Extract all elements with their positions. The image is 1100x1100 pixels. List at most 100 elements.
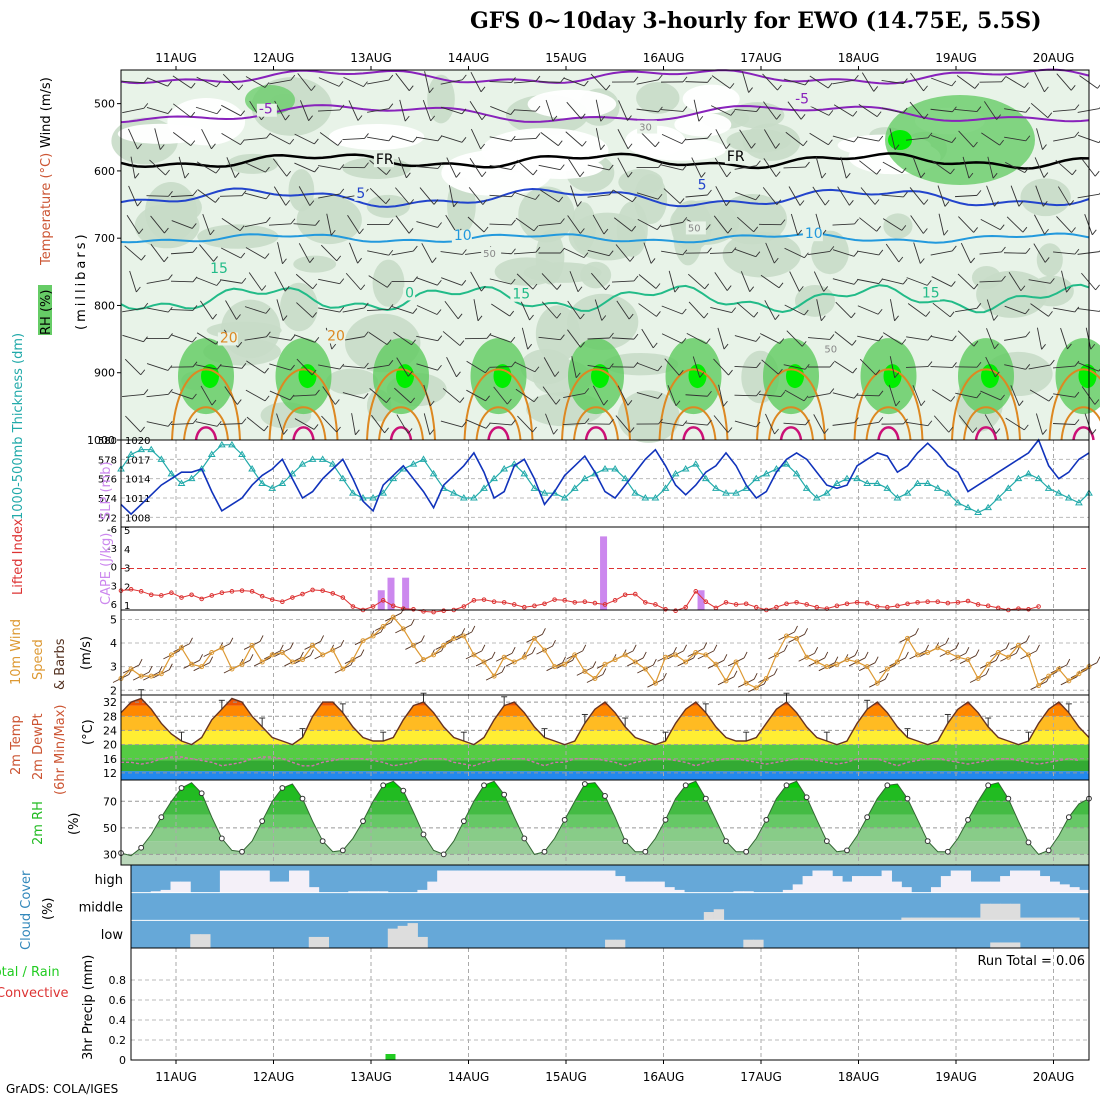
wind-barb-flag: [363, 393, 369, 399]
li-point: [955, 600, 961, 605]
cloud-bar-high: [229, 870, 241, 893]
li-point: [925, 599, 930, 605]
li-point: [632, 591, 638, 597]
wind-barb-flag: [339, 164, 345, 170]
wind-barb-flag: [533, 396, 539, 403]
wind-barb-flag: [236, 314, 241, 320]
y-tick-label: 0.2: [109, 1034, 127, 1047]
thickness-point: [792, 469, 801, 477]
wind-barb-flag: [485, 395, 490, 402]
rh2m-point: [924, 838, 931, 844]
wind-barb-flag: [289, 138, 295, 145]
thickness-point: [782, 460, 791, 467]
cloud-bar-high: [1049, 881, 1060, 893]
rh2m-point: [541, 848, 548, 855]
wind-barb-flag: [723, 343, 729, 350]
y-tick-label: 600: [94, 165, 115, 178]
wind-barb-flag: [951, 245, 957, 252]
wind-barb: [889, 356, 896, 378]
wind-barb: [912, 157, 922, 178]
wind-barb-flag: [1022, 226, 1028, 233]
wind-barb-flag: [1024, 82, 1029, 88]
wind-barb: [295, 273, 314, 290]
wind-barb: [171, 391, 193, 400]
wind-barb: [466, 389, 486, 402]
li-point: [542, 601, 547, 607]
wind-barb-flag: [699, 372, 705, 378]
wind-barb-flag: [261, 285, 267, 291]
y-tick-label-cape: 2: [124, 582, 130, 593]
wind-barb-flag: [527, 343, 533, 350]
wind-barb-flag: [1025, 247, 1031, 254]
wind-barb: [930, 250, 953, 256]
wind-barb: [423, 413, 431, 435]
y-tick-label: 3: [111, 581, 117, 592]
rh2m-point: [944, 848, 951, 855]
wind-barb-flag: [605, 84, 611, 91]
wind-barb: [906, 336, 928, 341]
wind-barb-10m-flag: [1036, 644, 1040, 652]
wind-barb-flag: [804, 363, 810, 370]
wind-barb: [154, 128, 161, 150]
cloud-bar-high: [743, 891, 754, 893]
thickness-point: [459, 494, 468, 501]
wind-barb: [542, 386, 557, 405]
wind-point: [582, 668, 588, 674]
wind-point: [259, 659, 265, 665]
wind-barb-flag: [216, 81, 221, 88]
wind-barb-10m-flag: [1005, 642, 1010, 649]
wind-barb-flag: [726, 285, 732, 291]
wind-barb-flag: [213, 256, 218, 262]
wind-barb: [661, 333, 683, 344]
isotherm-25: [292, 426, 315, 441]
thickness-point: [278, 479, 287, 486]
wind-barb-flag: [388, 74, 394, 81]
wind-barb: [930, 335, 953, 342]
wind-barb: [538, 336, 561, 341]
wind-barb: [930, 135, 953, 143]
wind-barb-flag: [339, 278, 345, 284]
wind-barb-flag: [311, 369, 317, 376]
rh-plume-core: [298, 364, 317, 389]
wind-barb-flag: [878, 390, 884, 397]
wind-barb-flag: [557, 140, 563, 146]
wind-barb: [466, 360, 486, 374]
wind-barb: [587, 249, 610, 257]
wind-barb-flag: [363, 81, 368, 87]
isotherm-20-inner: [573, 406, 619, 441]
wind-barb-10m-flag: [410, 618, 415, 626]
wind-barb: [641, 328, 654, 349]
wind-barb: [125, 415, 141, 433]
rh2m-point: [1005, 795, 1012, 802]
wind-barb-flag: [803, 395, 809, 402]
contour-label: FR: [376, 152, 394, 168]
wind-barb: [1061, 270, 1067, 293]
wind-barb-flag: [923, 113, 929, 120]
wind-barb: [1035, 185, 1044, 207]
thickness-point: [177, 479, 186, 486]
temp-band: [121, 705, 1089, 717]
wind-barb-flag: [823, 286, 829, 292]
wind-barb-flag: [216, 363, 222, 370]
wind-barb-flag: [241, 277, 247, 284]
wind-barb: [246, 360, 265, 374]
wind-barb: [881, 278, 904, 285]
rh-patch-dry: [527, 89, 617, 119]
cloud-bar-high: [486, 870, 497, 893]
wind-barb-flag: [483, 226, 489, 233]
wind-barb: [614, 217, 632, 232]
rh-patch-mid: [293, 255, 337, 273]
wind-barb: [783, 422, 806, 426]
wind-point: [229, 666, 235, 672]
wind-barb-flag: [579, 313, 585, 320]
isotherm-20-inner: [963, 406, 1009, 441]
wind-barb-flag: [190, 111, 196, 118]
rh2m-point: [864, 814, 871, 821]
ylabel-wind: Wind (m/s): [39, 77, 54, 148]
rh2m-point: [380, 782, 387, 789]
isotherm-25: [974, 426, 998, 441]
wind-barb: [416, 277, 438, 286]
wind-barb: [661, 250, 683, 256]
cloud-bar-high: [180, 881, 191, 893]
wind-barb-flag: [190, 82, 196, 89]
